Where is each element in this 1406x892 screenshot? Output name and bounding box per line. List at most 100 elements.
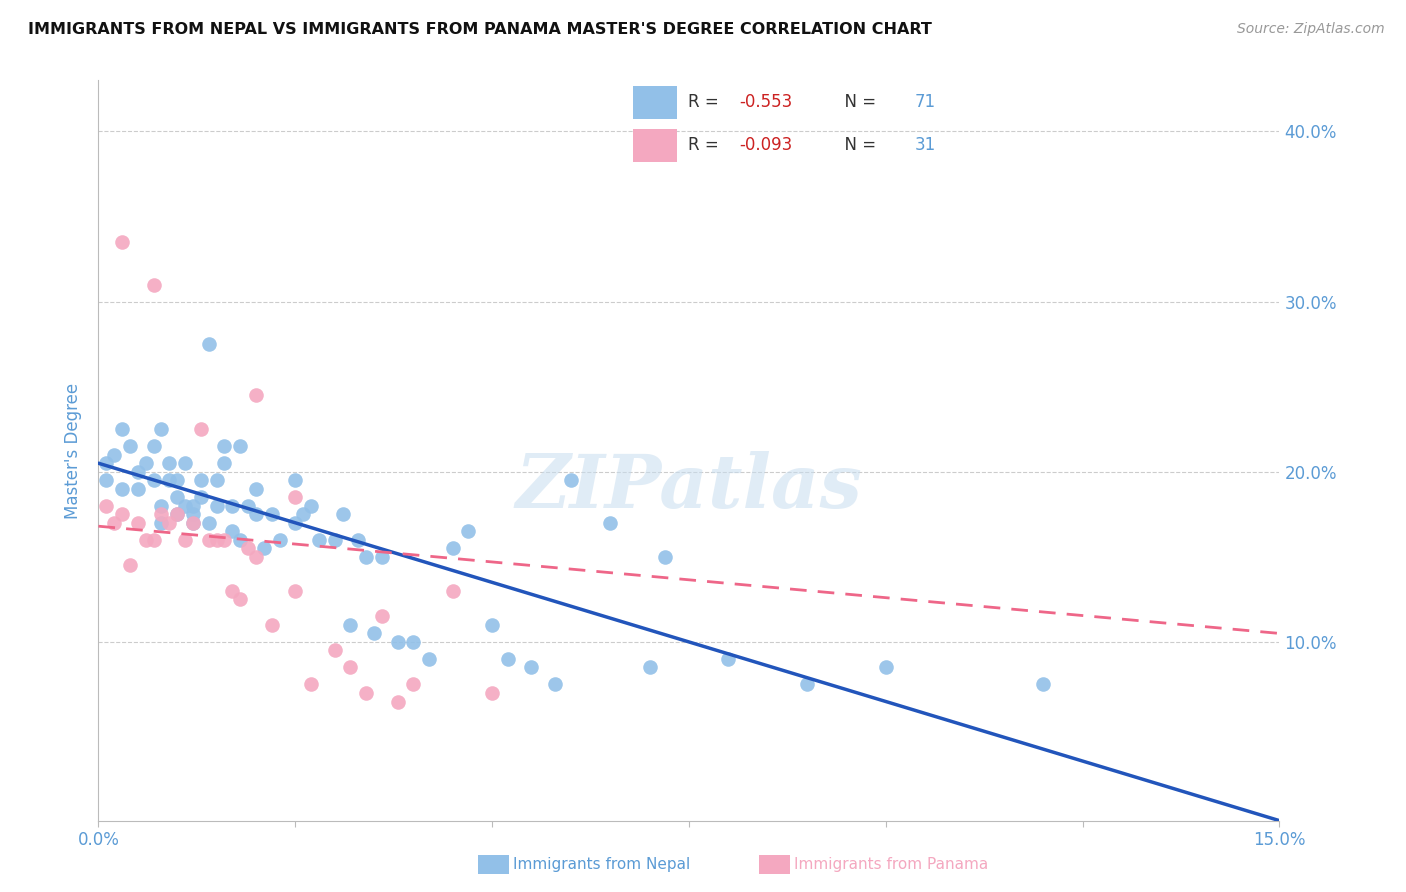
Point [166, 508, 188, 522]
Text: -0.553: -0.553 [740, 93, 793, 112]
Point [118, 439, 141, 453]
Point [299, 677, 322, 691]
Point [190, 422, 212, 436]
Point [269, 533, 291, 547]
Point [197, 516, 219, 530]
Point [111, 508, 134, 522]
Point [166, 508, 188, 522]
Point [496, 652, 519, 666]
Point [214, 456, 236, 470]
Point [354, 686, 377, 700]
Point [197, 337, 219, 351]
Point [308, 533, 330, 547]
Point [284, 516, 307, 530]
Point [284, 473, 307, 487]
Point [481, 686, 503, 700]
Point [127, 482, 149, 496]
Point [127, 516, 149, 530]
Point [118, 558, 141, 573]
Point [323, 643, 346, 657]
Bar [633, 86, 678, 119]
Text: R =: R = [688, 136, 724, 154]
Point [174, 499, 197, 513]
Point [214, 533, 236, 547]
Point [142, 533, 165, 547]
Point [418, 652, 440, 666]
Point [292, 508, 315, 522]
Point [520, 660, 543, 674]
Point [875, 660, 897, 674]
Point [96, 499, 118, 513]
Point [221, 583, 243, 598]
Point [245, 482, 267, 496]
Point [354, 549, 377, 564]
Text: N =: N = [834, 136, 882, 154]
Point [560, 473, 582, 487]
Point [150, 516, 173, 530]
Point [457, 524, 479, 539]
Point [245, 388, 267, 402]
Point [157, 516, 180, 530]
Point [638, 660, 661, 674]
Point [245, 549, 267, 564]
Point [214, 439, 236, 453]
Point [103, 516, 125, 530]
Point [260, 508, 283, 522]
Point [166, 473, 188, 487]
Point [363, 626, 385, 640]
Point [181, 516, 204, 530]
Point [127, 465, 149, 479]
Point [387, 635, 409, 649]
Text: Source: ZipAtlas.com: Source: ZipAtlas.com [1237, 22, 1385, 37]
Point [174, 456, 197, 470]
Point [229, 592, 252, 607]
Text: Immigrants from Nepal: Immigrants from Nepal [513, 857, 690, 871]
Point [142, 439, 165, 453]
Point [205, 499, 228, 513]
Point [150, 422, 173, 436]
Point [205, 473, 228, 487]
Point [599, 516, 621, 530]
Point [229, 533, 252, 547]
Point [236, 541, 259, 556]
Point [387, 694, 409, 708]
Point [190, 473, 212, 487]
Point [96, 456, 118, 470]
Point [323, 533, 346, 547]
Point [111, 235, 134, 249]
Text: Immigrants from Panama: Immigrants from Panama [794, 857, 988, 871]
Point [111, 482, 134, 496]
Point [142, 277, 165, 292]
Point [339, 660, 361, 674]
Point [181, 508, 204, 522]
Point [544, 677, 567, 691]
Point [142, 473, 165, 487]
Point [347, 533, 370, 547]
Point [284, 490, 307, 504]
Point [174, 533, 197, 547]
Point [181, 499, 204, 513]
Text: ZIPatlas: ZIPatlas [516, 451, 862, 524]
Point [441, 541, 464, 556]
Point [157, 473, 180, 487]
Point [103, 448, 125, 462]
Point [260, 618, 283, 632]
Point [339, 618, 361, 632]
Point [253, 541, 276, 556]
Text: -0.093: -0.093 [740, 136, 793, 154]
Point [166, 490, 188, 504]
Point [654, 549, 676, 564]
Point [717, 652, 740, 666]
Point [796, 677, 818, 691]
Point [1032, 677, 1054, 691]
Point [181, 516, 204, 530]
Point [197, 533, 219, 547]
Point [299, 499, 322, 513]
Text: N =: N = [834, 93, 882, 112]
Text: 31: 31 [915, 136, 936, 154]
Bar [633, 128, 678, 161]
Point [284, 583, 307, 598]
Text: R =: R = [688, 93, 724, 112]
Point [441, 583, 464, 598]
Point [96, 473, 118, 487]
